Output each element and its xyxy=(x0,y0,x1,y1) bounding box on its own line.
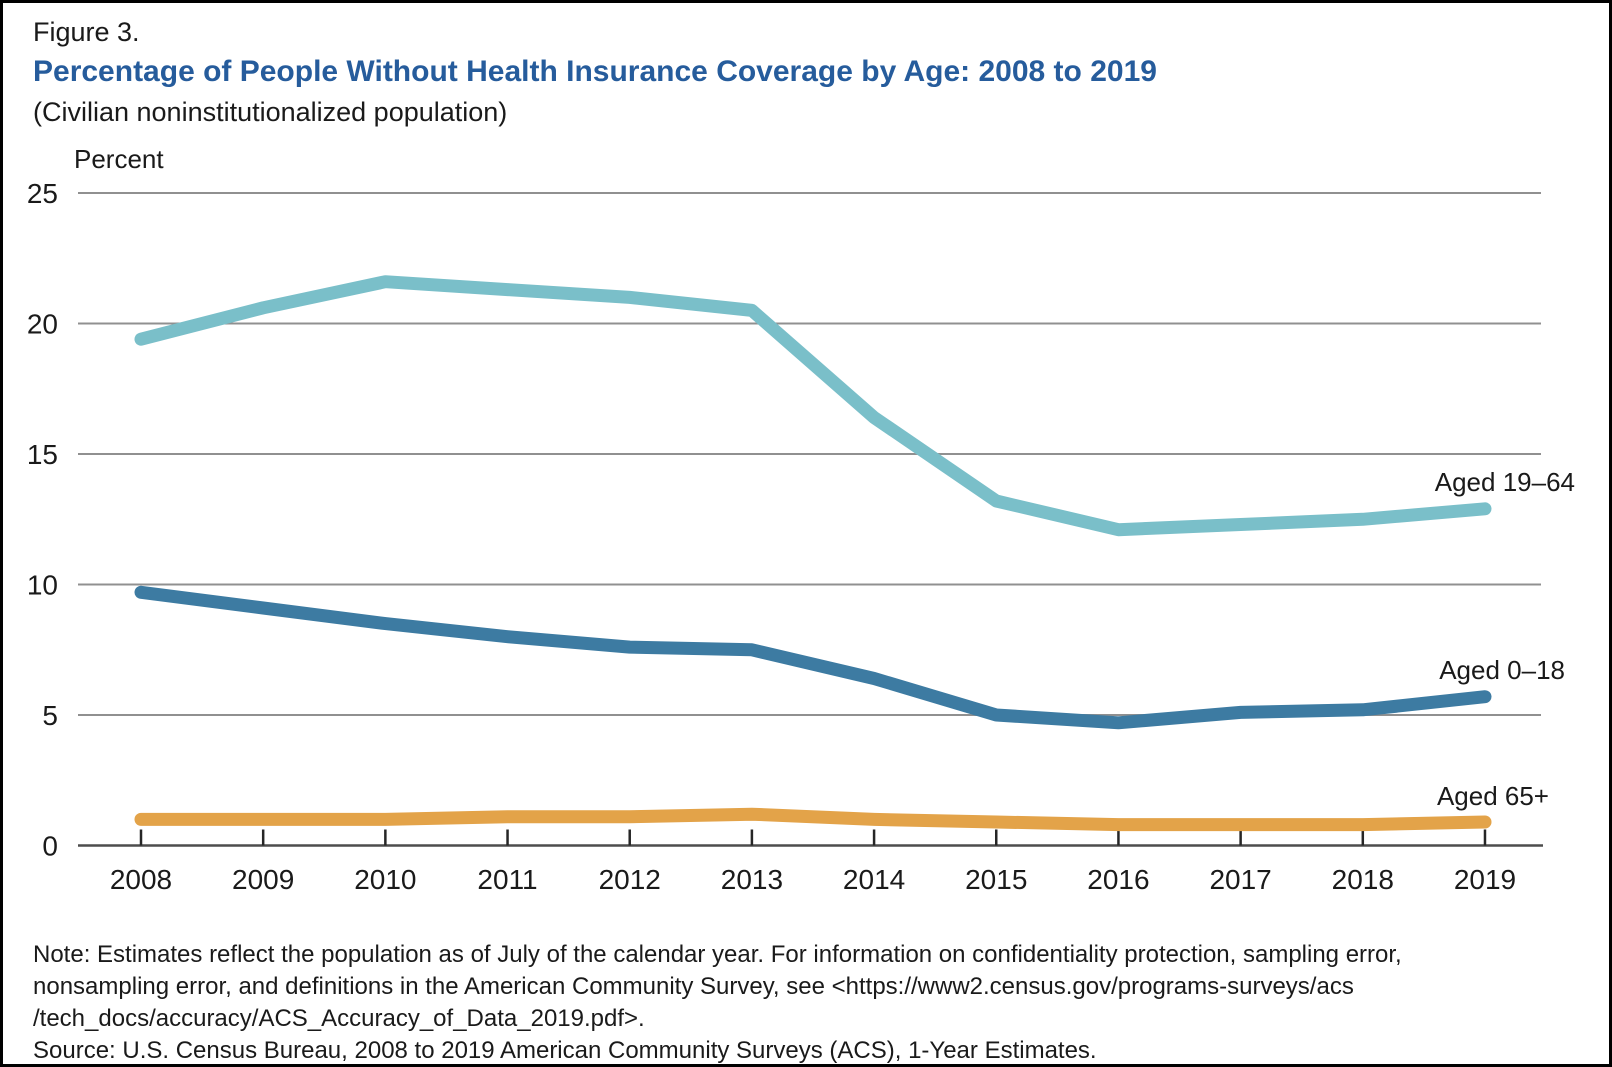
y-axis-unit-label: Percent xyxy=(74,144,164,174)
y-tick-label: 10 xyxy=(27,570,58,601)
x-tick-label: 2012 xyxy=(599,864,661,895)
x-tick-label: 2010 xyxy=(354,864,416,895)
x-tick-label: 2013 xyxy=(721,864,783,895)
y-tick-label: 25 xyxy=(27,178,58,209)
line-chart-plot: 0 5 10 15 20 25 2008 2009 2010 2011 2012 2013 2014 20… xyxy=(27,178,1543,895)
note-line: /tech_docs/accuracy/ACS_Accuracy_of_Data… xyxy=(33,1005,645,1032)
x-tick-label: 2014 xyxy=(843,864,905,895)
y-tick-label: 15 xyxy=(27,439,58,470)
series-line-aged-0-18 xyxy=(134,585,1492,730)
x-tick-label: 2015 xyxy=(965,864,1027,895)
note-line: Note: Estimates reflect the population a… xyxy=(33,941,1402,968)
figure-subtitle: (Civilian noninstitutionalized populatio… xyxy=(33,97,508,127)
series-label-aged-19-64: Aged 19–64 xyxy=(1434,467,1575,497)
x-tick-label: 2019 xyxy=(1454,864,1516,895)
footnote-block: Note: Estimates reflect the population a… xyxy=(33,939,1402,1064)
x-tick-label: 2009 xyxy=(232,864,294,895)
series-line-aged-19-64 xyxy=(134,275,1492,537)
y-tick-label: 5 xyxy=(42,700,58,731)
source-line: Source: U.S. Census Bureau, 2008 to 2019… xyxy=(33,1037,1097,1064)
x-tick-label: 2008 xyxy=(110,864,172,895)
tick-layer xyxy=(139,829,1487,846)
series-line-aged-65 xyxy=(134,807,1492,832)
series-layer xyxy=(134,275,1492,832)
x-tick-label: 2018 xyxy=(1332,864,1394,895)
x-tick-label: 2017 xyxy=(1209,864,1271,895)
note-line: nonsampling error, and definitions in th… xyxy=(33,973,1354,1000)
series-label-aged-0-18: Aged 0–18 xyxy=(1439,655,1565,685)
axis-label-layer: 0 5 10 15 20 25 2008 2009 2010 2011 2012 2013 2014 20… xyxy=(27,178,1516,895)
figure-title: Percentage of People Without Health Insu… xyxy=(33,55,1157,88)
series-label-aged-65-plus: Aged 65+ xyxy=(1436,781,1549,811)
y-tick-label: 20 xyxy=(27,309,58,340)
figure-label: Figure 3. xyxy=(33,17,140,47)
grid-layer xyxy=(78,192,1543,847)
x-tick-label: 2016 xyxy=(1087,864,1149,895)
y-tick-label: 0 xyxy=(42,831,58,862)
x-tick-label: 2011 xyxy=(477,864,537,895)
